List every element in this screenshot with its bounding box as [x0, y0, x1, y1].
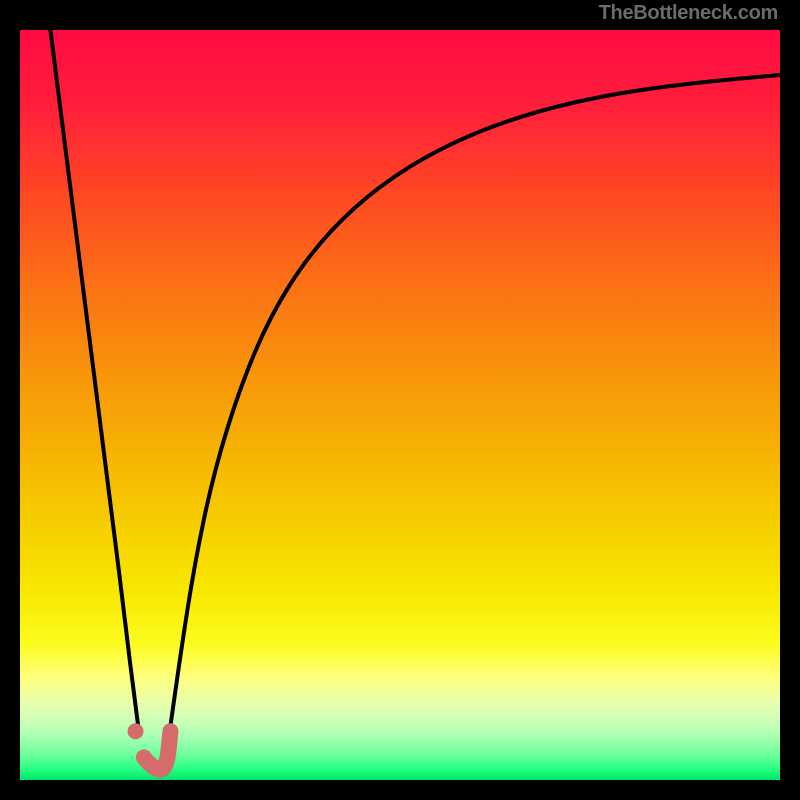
gradient-background [20, 30, 780, 780]
bottleneck-plot [20, 30, 780, 780]
optimal-marker-dot [128, 723, 144, 739]
chart-outer-frame: TheBottleneck.com [0, 0, 800, 800]
watermark-text: TheBottleneck.com [599, 2, 778, 25]
